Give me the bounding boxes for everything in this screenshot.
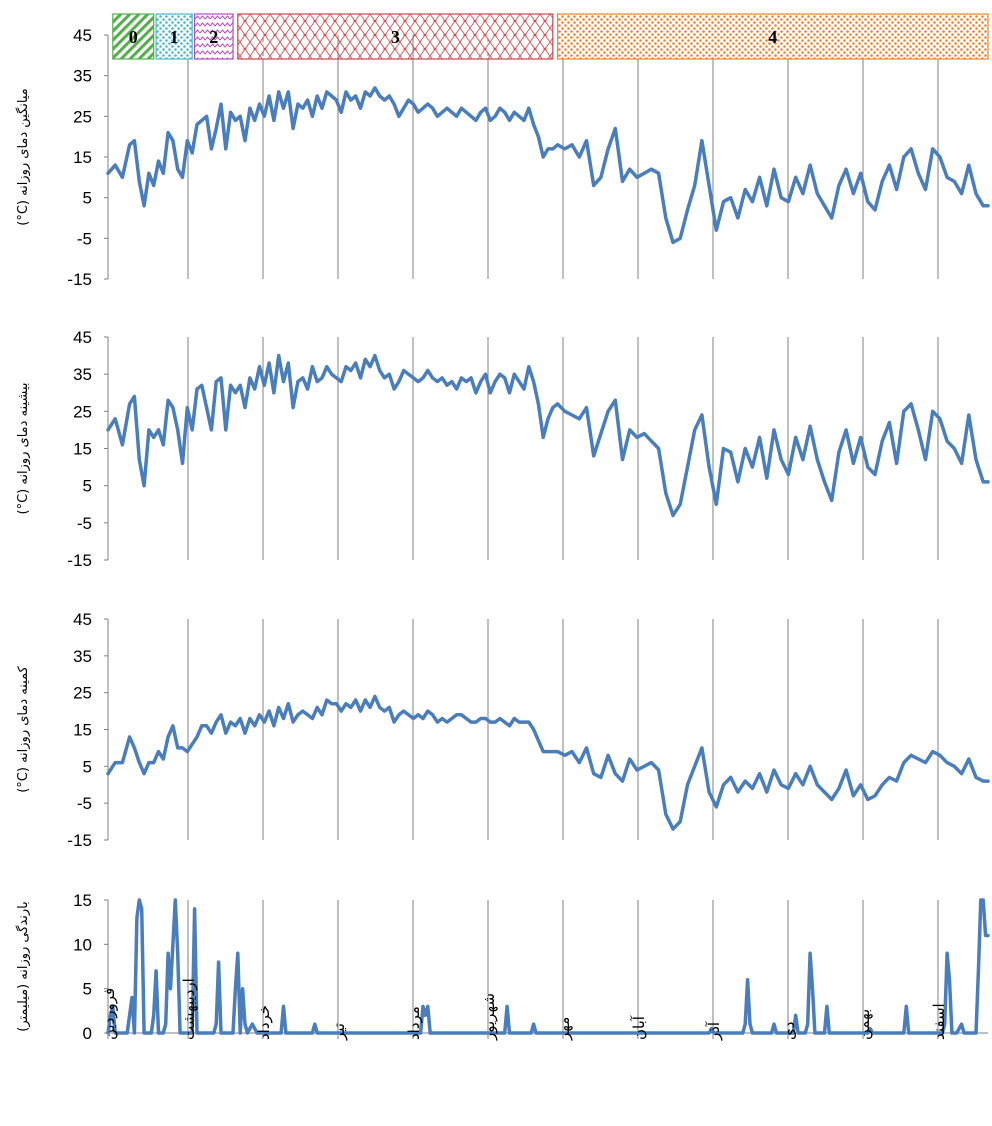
month-label: اردیبهشت <box>180 978 198 1040</box>
phase-box-3: 3 <box>237 13 554 60</box>
y-tick-label: 35 <box>73 67 92 86</box>
phase-box-fill <box>193 13 234 60</box>
data-series-line <box>106 694 990 831</box>
phase-label: 2 <box>209 27 218 47</box>
y-tick-label: 45 <box>73 26 92 45</box>
y-tick-label: 35 <box>73 365 92 384</box>
month-label: خرداد <box>255 1005 273 1040</box>
y-tick-label: -15 <box>67 831 92 850</box>
data-series-line <box>106 898 990 1035</box>
y-tick-label: 5 <box>83 757 92 776</box>
panel-4: 15 10 5 0 بارندگی روزانه (میلیمتر) <box>15 891 990 1043</box>
phase-box-fill <box>557 13 989 60</box>
panel-1: 45 35 25 15 5 -5 -15 میانگین دمای روزانه (C°) <box>15 26 990 289</box>
y-tick-label: 45 <box>73 328 92 347</box>
phase-box-fill <box>112 13 155 60</box>
month-axis: فروردین اردیبهشت خرداد تیر مرداد شهریور مهر آبا… <box>100 978 948 1041</box>
phase-label: 3 <box>391 27 400 47</box>
panel-3: 45 35 25 15 5 -5 -15 کمینه دمای روزانه (C°) <box>16 610 990 850</box>
phase-box-2: 2 <box>193 13 234 60</box>
data-series-line <box>106 86 990 245</box>
y-tick-label: 25 <box>73 107 92 126</box>
month-label: شهریور <box>480 993 498 1041</box>
y-tick-label: 15 <box>73 440 92 459</box>
phase-label: 0 <box>129 27 138 47</box>
y-tick-label: 25 <box>73 402 92 421</box>
y-tick-label: 45 <box>73 610 92 629</box>
phase-box-fill <box>237 13 554 60</box>
y-tick-label: 15 <box>73 721 92 740</box>
y-axis-label: کمینه دمای روزانه (C°) <box>16 665 31 792</box>
y-tick-label: -5 <box>77 794 92 813</box>
month-label: فروردین <box>100 988 118 1040</box>
month-label: دی <box>780 1022 798 1040</box>
phase-legend: 0 1 2 3 4 <box>112 13 989 60</box>
y-tick-label: 0 <box>83 1024 92 1043</box>
y-tick-label: 5 <box>83 189 92 208</box>
y-tick-label: -5 <box>77 514 92 533</box>
y-axis-label: بارندگی روزانه (میلیمتر) <box>15 901 31 1032</box>
y-tick-label: 25 <box>73 684 92 703</box>
phase-label: 4 <box>768 27 777 47</box>
y-tick-label: -15 <box>67 551 92 570</box>
y-axis-label: میانگین دمای روزانه (C°) <box>15 88 31 226</box>
month-label: بهمن <box>855 1009 873 1040</box>
month-label: تیر <box>330 1023 348 1041</box>
phase-box-1: 1 <box>155 13 193 60</box>
phase-box-fill <box>155 13 193 60</box>
y-tick-label: 10 <box>73 935 92 954</box>
y-tick-label: 15 <box>73 148 92 167</box>
y-axis-label: بیشینه دمای روزانه (C°) <box>16 382 31 514</box>
phase-box-0: 0 <box>112 13 155 60</box>
y-tick-label: -5 <box>77 229 92 248</box>
panel-2: 45 35 25 15 5 -5 -15 بیشینه دمای روزانه (C°) <box>16 328 990 570</box>
y-tick-label: 35 <box>73 647 92 666</box>
month-label: مهر <box>555 1017 573 1041</box>
data-series-line <box>106 353 990 518</box>
month-label: آذر <box>705 1021 723 1041</box>
month-label: آبان <box>630 1015 648 1040</box>
phase-box-4: 4 <box>557 13 989 60</box>
y-tick-label: -15 <box>67 270 92 289</box>
month-label: اسفند <box>930 1003 948 1040</box>
month-label: مرداد <box>405 1006 423 1040</box>
y-tick-label: 5 <box>83 980 92 999</box>
y-tick-label: 15 <box>73 891 92 910</box>
phase-label: 1 <box>170 27 179 47</box>
y-tick-label: 5 <box>83 477 92 496</box>
